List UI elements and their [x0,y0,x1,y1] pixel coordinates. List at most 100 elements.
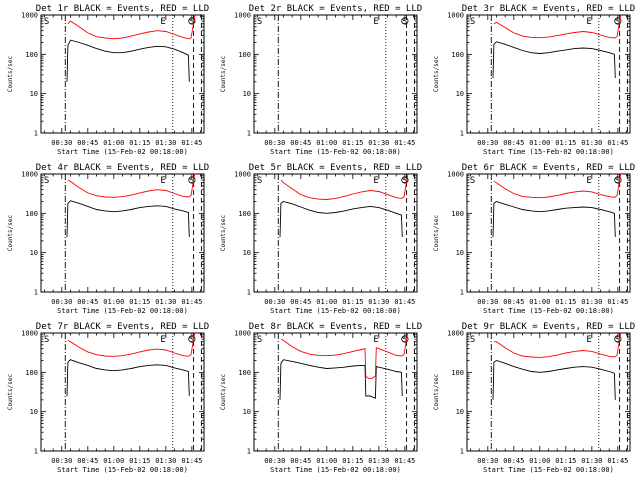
y-tick-label: 1 [34,448,38,456]
event-marker-s: S [44,176,49,186]
y-axis-label: Counts/sec [7,374,14,411]
event-marker-s: S [44,17,49,27]
series-lld-line [280,333,409,379]
x-axis-label: Start Time (15-Feb-02 00:18:00) [57,307,188,315]
x-tick-label: 01:00 [529,139,550,147]
series-events-line [492,201,616,238]
x-tick-label: 01:00 [103,298,124,306]
x-tick-label: 01:30 [368,298,389,306]
y-tick-label: 10 [30,408,38,416]
event-marker-e: E [160,176,165,186]
panel-det-9: Det 9r BLACK = Events, RED = LLD 1 10 100 10… [433,322,635,474]
y-tick-label: 10 [243,408,251,416]
series-events-line [66,359,190,397]
y-tick-label: 1 [34,289,38,297]
x-tick-label: 01:00 [103,457,124,465]
y-tick-label: 1000 [447,330,464,338]
series-events-line [492,41,616,79]
event-marker-e: E [586,335,591,345]
y-tick-label: 10 [243,90,251,98]
panel-det-7: Det 7r BLACK = Events, RED = LLD 1 10 100 10… [7,322,209,474]
x-axis-label: Start Time (15-Feb-02 00:18:00) [483,466,614,474]
y-axis-label: Counts/sec [433,215,440,252]
panel-title: Det 3r BLACK = Events, RED = LLD [462,4,635,14]
x-tick-label: 00:30 [477,457,498,465]
x-tick-label: 01:15 [555,298,576,306]
event-marker-e: E [373,176,378,186]
x-tick-label: 01:15 [129,457,150,465]
series-lld-line [67,174,196,198]
x-tick-label: 01:15 [342,139,363,147]
x-axis-label: Start Time (15-Feb-02 00:18:00) [483,307,614,315]
event-marker-s: S [402,335,407,345]
y-tick-label: 1 [34,130,38,138]
y-tick-label: 100 [238,51,251,59]
y-axis-label: Counts/sec [220,56,227,93]
event-marker-s: S [189,17,194,27]
y-tick-label: 1 [247,289,251,297]
y-tick-label: 1 [460,448,464,456]
x-tick-label: 00:30 [264,139,285,147]
x-tick-label: 01:00 [316,139,337,147]
x-tick-label: 00:45 [503,139,524,147]
event-marker-e: E [160,17,165,27]
series-events-line [279,359,403,400]
y-axis-label: Counts/sec [220,215,227,252]
x-tick-label: 01:30 [155,457,176,465]
event-marker-s: S [44,335,49,345]
event-marker-s: S [402,17,407,27]
series-events-line [66,200,190,238]
event-marker-s: S [189,176,194,186]
x-tick-label: 00:30 [477,298,498,306]
event-marker-circle [188,176,196,184]
x-axis-label: Start Time (15-Feb-02 00:18:00) [57,466,188,474]
event-marker-s: S [615,176,620,186]
event-marker-circle [614,176,622,184]
event-marker-e: E [586,176,591,186]
x-tick-label: 00:45 [77,457,98,465]
y-tick-label: 1000 [21,171,38,179]
x-tick-label: 01:30 [155,298,176,306]
event-marker-s: S [470,335,475,345]
panel-title: Det 7r BLACK = Events, RED = LLD [36,322,209,332]
x-tick-label: 01:45 [181,139,202,147]
x-tick-label: 01:45 [181,457,202,465]
event-marker-circle [188,335,196,343]
y-tick-label: 100 [238,369,251,377]
panel-det-5: Det 5r BLACK = Events, RED = LLD 1 10 100 10… [220,163,422,315]
y-axis-label: Counts/sec [7,215,14,252]
x-tick-label: 01:45 [607,457,628,465]
panel-det-4: Det 4r BLACK = Events, RED = LLD 1 10 100 10… [7,163,209,315]
series-events-line [492,360,616,400]
y-tick-label: 1 [247,130,251,138]
event-marker-e: E [373,17,378,27]
series-events-line [66,39,190,82]
panel-title: Det 4r BLACK = Events, RED = LLD [36,163,209,173]
y-axis-label: Counts/sec [433,56,440,93]
x-tick-label: 00:30 [51,139,72,147]
event-marker-circle [401,176,409,184]
x-tick-label: 01:30 [581,298,602,306]
panel-det-6: Det 6r BLACK = Events, RED = LLD 1 10 100 10… [433,163,635,315]
panel-title: Det 1r BLACK = Events, RED = LLD [36,4,209,14]
event-marker-circle [614,335,622,343]
series-lld-line [67,15,196,40]
x-axis-label: Start Time (15-Feb-02 00:18:00) [483,148,614,156]
series-lld-line [493,333,622,358]
y-tick-label: 100 [238,210,251,218]
x-tick-label: 01:45 [394,139,415,147]
event-marker-circle [401,17,409,25]
x-axis-label: Start Time (15-Feb-02 00:18:00) [270,466,401,474]
event-marker-circle [614,17,622,25]
x-tick-label: 01:15 [342,457,363,465]
event-marker-s: S [402,176,407,186]
event-marker-s: S [257,176,262,186]
y-tick-label: 1000 [21,330,38,338]
y-axis-label: Counts/sec [7,56,14,93]
panel-det-8: Det 8r BLACK = Events, RED = LLD 1 10 100 10… [220,322,422,474]
panel-title: Det 6r BLACK = Events, RED = LLD [462,163,635,173]
panel-title: Det 8r BLACK = Events, RED = LLD [249,322,422,332]
x-tick-label: 00:30 [477,139,498,147]
event-marker-e: E [373,335,378,345]
y-tick-label: 100 [451,369,464,377]
